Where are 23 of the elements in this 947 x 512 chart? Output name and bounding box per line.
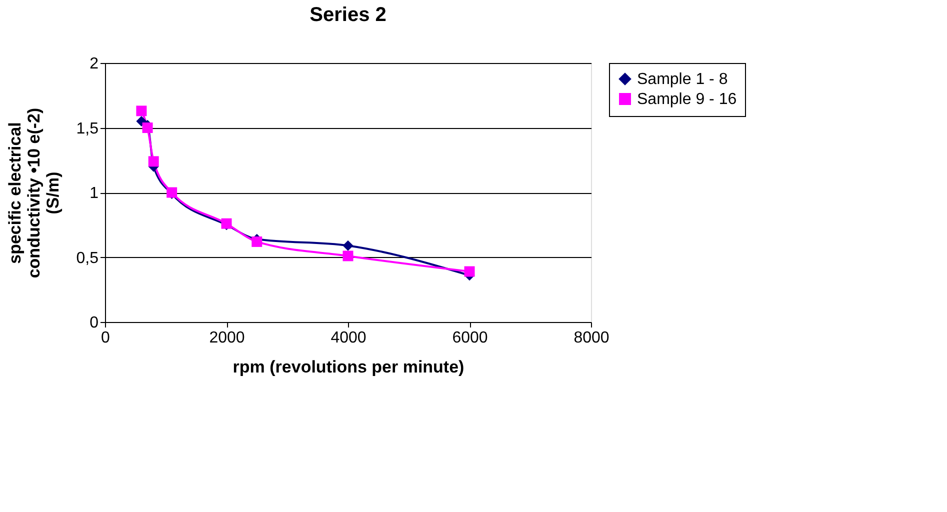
x-axis-title: rpm (revolutions per minute) — [232, 358, 464, 376]
x-tick-label: 6000 — [452, 330, 488, 346]
legend-label: Sample 1 - 8 — [637, 71, 728, 88]
legend-label: Sample 9 - 16 — [637, 91, 737, 108]
point — [342, 240, 354, 251]
point — [136, 106, 147, 116]
point — [252, 236, 262, 247]
y-axis-title: specific electrical conductivity •10 e(-2) (S/m) — [5, 108, 62, 278]
chart-title: Series 2 — [310, 4, 386, 26]
point — [142, 122, 153, 133]
y-tick-label: 0,5 — [76, 250, 99, 267]
y-tick-label: 1,5 — [76, 120, 99, 138]
point — [464, 266, 475, 277]
y-tick-label: 0 — [90, 314, 99, 332]
point — [342, 250, 354, 262]
point — [148, 156, 159, 167]
x-tick-label: 0 — [101, 330, 110, 346]
x-tick-label: 8000 — [574, 330, 610, 346]
x-tick-label: 2000 — [209, 330, 245, 346]
x-tick-label: 4000 — [330, 330, 366, 346]
y-tick-label: 1 — [90, 185, 99, 202]
y-tick-label: 2 — [90, 56, 99, 72]
point — [136, 116, 147, 127]
